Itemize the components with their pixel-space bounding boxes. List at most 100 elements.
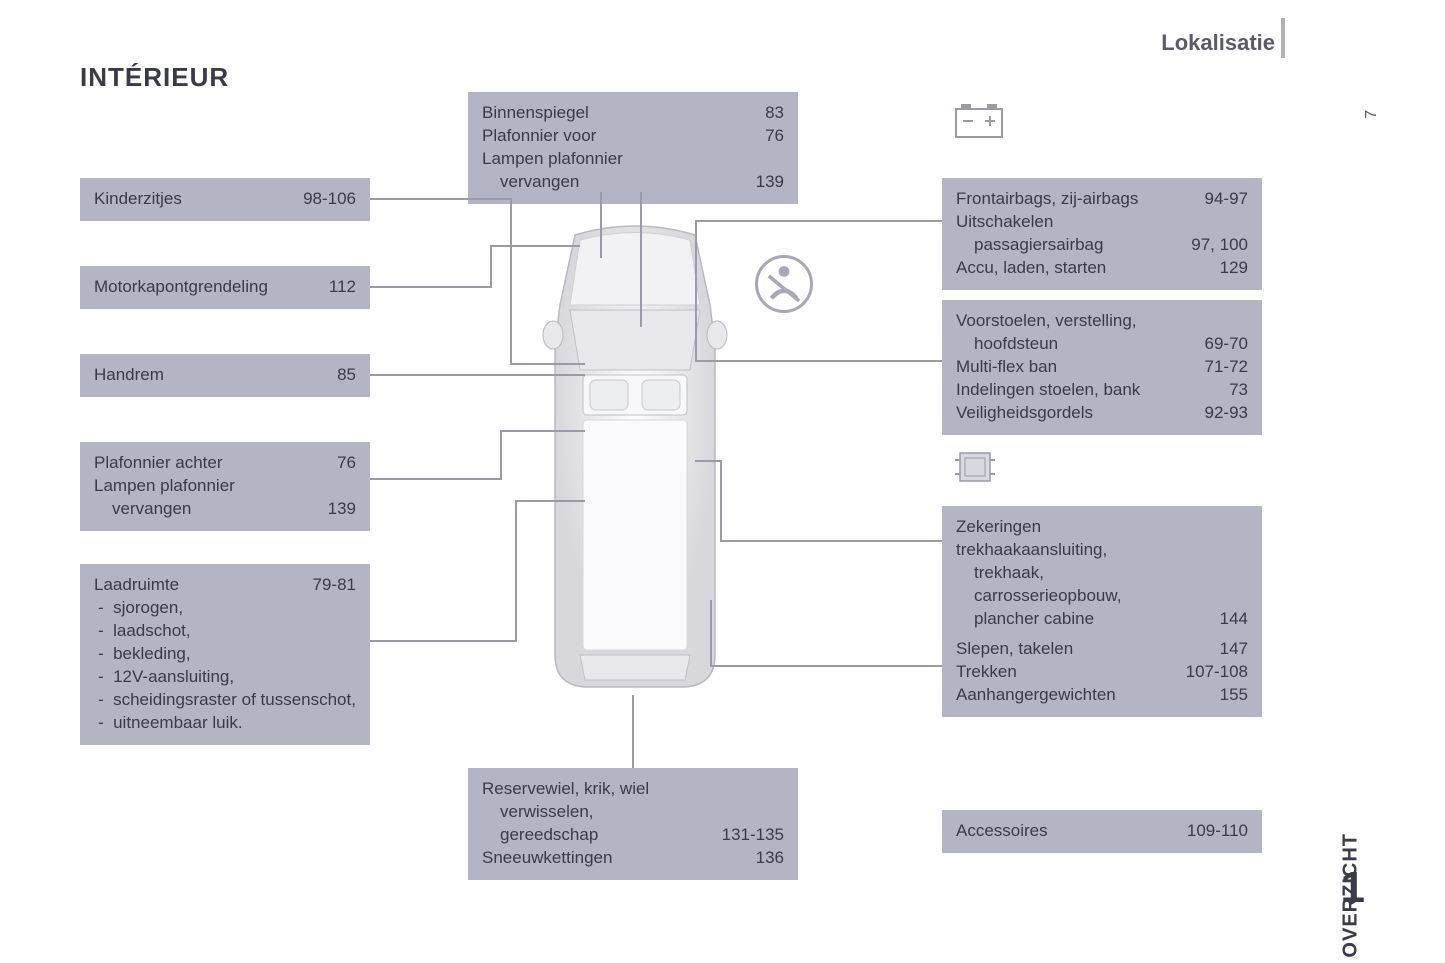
page-ref: 139 bbox=[724, 171, 784, 194]
page-ref: 76 bbox=[296, 452, 356, 475]
label-text: Uitschakelen bbox=[956, 211, 1168, 234]
label-text: Binnenspiegel bbox=[482, 102, 704, 125]
header-localisation: Lokalisatie bbox=[1161, 30, 1275, 56]
label-text: Aanhangergewichten bbox=[956, 684, 1168, 707]
page-ref bbox=[724, 801, 784, 824]
bullet-text: - laadschot, bbox=[98, 620, 356, 643]
bullet-text: - scheidingsraster of tussenschot, bbox=[98, 689, 356, 712]
page-ref: 136 bbox=[724, 847, 784, 870]
box-kinderzitjes: Kinderzitjes 98-106 bbox=[80, 178, 370, 221]
page-ref: 83 bbox=[724, 102, 784, 125]
connector-line bbox=[640, 192, 642, 327]
label-text: Multi-flex ban bbox=[956, 356, 1168, 379]
label-text: verwisselen, bbox=[500, 801, 704, 824]
label-text: Zekeringen trekhaakaansluiting, bbox=[956, 516, 1168, 562]
page-ref: 92-93 bbox=[1188, 402, 1248, 425]
connector-line bbox=[510, 363, 585, 365]
label-text: Indelingen stoelen, bank bbox=[956, 379, 1168, 402]
box-accessoires: Accessoires 109-110 bbox=[942, 810, 1262, 853]
label-text: hoofdsteun bbox=[974, 333, 1168, 356]
connector-line bbox=[695, 220, 697, 360]
label-text: Trekken bbox=[956, 661, 1166, 684]
connector-line bbox=[510, 198, 512, 363]
label-text: Reservewiel, krik, wiel bbox=[482, 778, 704, 801]
label-text: Laadruimte bbox=[94, 574, 276, 597]
box-motorkap: Motorkapontgrendeling 112 bbox=[80, 266, 370, 309]
connector-line bbox=[500, 430, 585, 432]
connector-line bbox=[710, 665, 942, 667]
page-title: INTÉRIEUR bbox=[80, 62, 229, 93]
label-text: Accessoires bbox=[956, 820, 1167, 843]
connector-line bbox=[500, 430, 502, 480]
page-ref: 139 bbox=[296, 498, 356, 521]
fuse-box-icon bbox=[955, 448, 1000, 488]
box-airbags: Frontairbags, zij-airbags 94-97 Uitschakel… bbox=[942, 178, 1262, 290]
connector-line bbox=[370, 286, 490, 288]
page-ref bbox=[724, 148, 784, 171]
connector-line bbox=[695, 220, 942, 222]
bullet-text: - uitneembaar luik. bbox=[98, 712, 356, 735]
page-ref bbox=[724, 778, 784, 801]
header-divider bbox=[1281, 18, 1285, 58]
bullet-text: - bekleding, bbox=[98, 643, 356, 666]
page-ref: 69-70 bbox=[1188, 333, 1248, 356]
connector-line bbox=[370, 198, 510, 200]
connector-line bbox=[695, 360, 942, 362]
connector-line bbox=[632, 695, 634, 768]
page-ref: 98-106 bbox=[296, 188, 356, 211]
label-text: Lampen plafonnier bbox=[94, 475, 276, 498]
page-ref bbox=[1188, 516, 1248, 562]
page-ref: 76 bbox=[724, 125, 784, 148]
page-ref: 94-97 bbox=[1188, 188, 1248, 211]
box-handrem: Handrem 85 bbox=[80, 354, 370, 397]
box-slepen: Slepen, takelen147Trekken107-108Aanhange… bbox=[942, 628, 1262, 717]
page-ref: 79-81 bbox=[296, 574, 356, 597]
label-text: Voorstoelen, verstelling, bbox=[956, 310, 1168, 333]
page-ref bbox=[296, 475, 356, 498]
page-ref: 112 bbox=[296, 276, 356, 299]
box-zekeringen: Zekeringen trekhaakaansluiting,trekhaak,… bbox=[942, 506, 1262, 641]
box-voorstoelen: Voorstoelen, verstelling,hoofdsteun 69-70… bbox=[942, 300, 1262, 435]
page-ref: 109-110 bbox=[1187, 820, 1248, 843]
label-text: Handrem bbox=[94, 364, 276, 387]
connector-line bbox=[710, 600, 712, 667]
connector-line bbox=[370, 478, 500, 480]
box-reservewiel: Reservewiel, krik, wielverwisselen,geree… bbox=[468, 768, 798, 880]
label-text: gereedschap bbox=[500, 824, 702, 847]
connector-line bbox=[720, 540, 942, 542]
label-text: trekhaak, carrosserieopbouw, bbox=[974, 562, 1168, 608]
connector-line bbox=[600, 192, 602, 258]
seatbelt-icon bbox=[755, 255, 813, 313]
connector-line bbox=[720, 460, 722, 542]
label-text: passagiersairbag bbox=[974, 234, 1168, 257]
label-text: vervangen bbox=[112, 498, 276, 521]
box-plafonnier-achter: Plafonnier achter 76 Lampen plafonnierverv… bbox=[80, 442, 370, 531]
label-text: Motorkapontgrendeling bbox=[94, 276, 276, 299]
label-text: Plafonnier achter bbox=[94, 452, 276, 475]
page-ref: 155 bbox=[1188, 684, 1248, 707]
connector-line bbox=[490, 245, 580, 247]
label-text: Accu, laden, starten bbox=[956, 257, 1168, 280]
connector-line bbox=[370, 640, 515, 642]
label-text: Lampen plafonnier bbox=[482, 148, 704, 171]
connector-line bbox=[515, 500, 517, 642]
connector-line bbox=[370, 374, 585, 376]
label-text: Kinderzitjes bbox=[94, 188, 276, 211]
battery-icon bbox=[955, 108, 1003, 138]
box-laadruimte: Laadruimte79-81- sjorogen,- laadschot,- … bbox=[80, 564, 370, 745]
label-text: Frontairbags, zij-airbags bbox=[956, 188, 1168, 211]
page: Lokalisatie INTÉRIEUR OVERZICHT 1 7 Kind… bbox=[0, 0, 1445, 963]
page-ref bbox=[1188, 310, 1248, 333]
page-ref: 107-108 bbox=[1186, 661, 1248, 684]
page-ref: 73 bbox=[1188, 379, 1248, 402]
page-ref: 129 bbox=[1188, 257, 1248, 280]
label-text: Veiligheidsgordels bbox=[956, 402, 1168, 425]
page-ref: 97, 100 bbox=[1188, 234, 1248, 257]
page-ref: 85 bbox=[296, 364, 356, 387]
box-binnenspiegel: Binnenspiegel83Plafonnier voor76Lampen p… bbox=[468, 92, 798, 204]
page-number: 7 bbox=[1363, 110, 1381, 119]
connector-line bbox=[515, 500, 585, 502]
page-ref: 131-135 bbox=[722, 824, 784, 847]
label-text: Slepen, takelen bbox=[956, 638, 1168, 661]
page-ref: 71-72 bbox=[1188, 356, 1248, 379]
